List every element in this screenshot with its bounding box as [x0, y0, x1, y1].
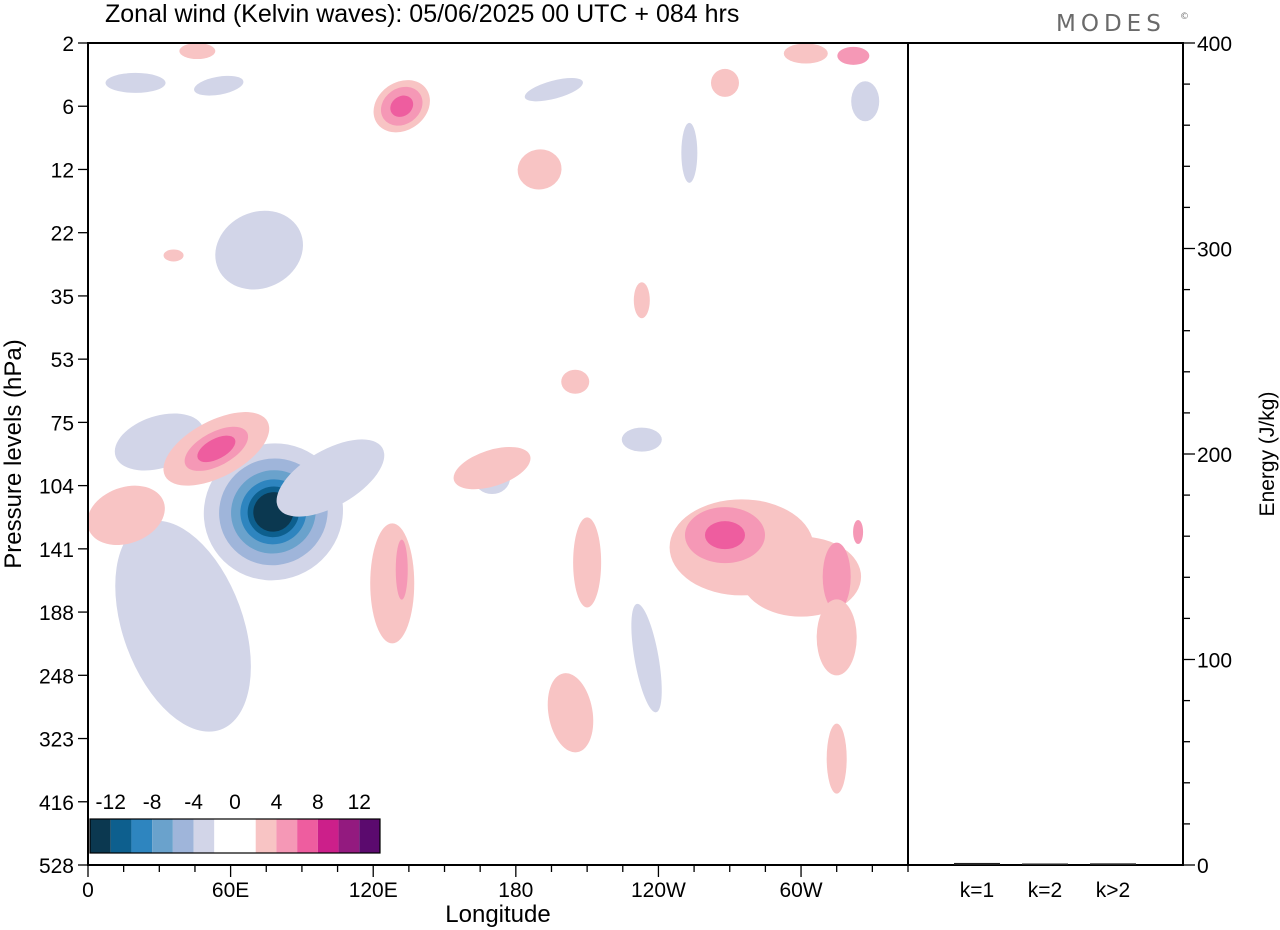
- brand-mark: ©: [1180, 12, 1189, 22]
- colorbar-swatch: [338, 819, 360, 853]
- wind-contour: [783, 43, 828, 64]
- colorbar-swatch: [110, 819, 132, 853]
- y-tick-label: 53: [51, 349, 74, 372]
- y-tick-label: 2: [62, 33, 74, 56]
- x-tick-label: 180: [498, 879, 533, 902]
- energy-category-label: k=2: [1028, 879, 1062, 902]
- colorbar-swatch: [172, 819, 194, 853]
- y-axis-label: Pressure levels (hPa): [0, 339, 27, 568]
- colorbar-swatch: [152, 819, 173, 853]
- energy-tick-label: 0: [1197, 855, 1209, 878]
- energy-axis-label: Energy (J/kg): [1256, 392, 1279, 517]
- colorbar-label: -4: [184, 791, 203, 814]
- colorbar-frame: [89, 818, 381, 854]
- colorbar-swatch: [359, 819, 380, 853]
- wind-contour: [197, 435, 236, 463]
- y-tick-label: 6: [62, 96, 74, 119]
- wind-contour: [115, 520, 251, 732]
- wind-contour: [453, 446, 531, 490]
- modes-logo: MODES ©: [1056, 11, 1189, 37]
- energy-bar: [1090, 863, 1136, 865]
- energy-bar: [954, 862, 1000, 865]
- colorbar-label: -8: [143, 791, 162, 814]
- wind-contour: [573, 517, 602, 608]
- wind-contour: [853, 519, 864, 544]
- x-tick-label: 60W: [779, 879, 822, 902]
- wind-contour: [395, 539, 408, 600]
- energy-bars: k=1 k=2 k>2: [954, 862, 1136, 902]
- wind-contour: [547, 673, 594, 753]
- colorbar-label: 12: [348, 791, 371, 814]
- y-tick-label: 35: [51, 286, 74, 309]
- y-tick-label: 323: [39, 729, 74, 752]
- y-tick-label: 22: [51, 223, 74, 246]
- y-axis-ticks: 2 6 12 22 35 53 75 104 141 188 248 323 416 528: [39, 33, 88, 878]
- wind-contour: [826, 723, 847, 794]
- wind-contour: [390, 95, 414, 117]
- colorbar-swatch: [317, 819, 339, 853]
- colorbar-label: 8: [312, 791, 324, 814]
- energy-category-label: k=1: [960, 879, 994, 902]
- colorbar-swatch: [297, 819, 318, 853]
- colorbar-swatch: [214, 819, 235, 853]
- x-tick-label: 120W: [631, 879, 686, 902]
- y-tick-label: 75: [51, 412, 74, 435]
- y-tick-label: 528: [39, 855, 74, 878]
- wind-contour: [621, 427, 662, 452]
- chart-title: Zonal wind (Kelvin waves): 05/06/2025 00…: [105, 0, 739, 28]
- wind-contour: [276, 439, 385, 517]
- wind-contour: [851, 81, 880, 122]
- wind-contour: [105, 72, 166, 93]
- y-tick-label: 188: [39, 602, 74, 625]
- wind-contour: [524, 78, 583, 102]
- wind-contour: [631, 603, 662, 713]
- wind-contour: [822, 542, 851, 611]
- colorbar-swatch: [131, 819, 153, 853]
- energy-tick-label: 300: [1197, 239, 1232, 262]
- colorbar-swatch: [276, 819, 298, 853]
- y-tick-label: 141: [39, 539, 74, 562]
- wind-contour: [816, 599, 857, 676]
- wind-contour: [179, 43, 216, 60]
- energy-tick-label: 200: [1197, 444, 1232, 467]
- wind-contour: [215, 210, 303, 290]
- wind-contour: [561, 369, 590, 394]
- colorbar-swatch: [90, 819, 111, 853]
- wind-contour: [633, 282, 650, 319]
- energy-tick-label: 400: [1197, 33, 1232, 56]
- brand-name: MODES: [1056, 11, 1166, 37]
- wind-contour: [517, 149, 562, 190]
- x-tick-label: 60E: [212, 879, 249, 902]
- colorbar-label: -12: [96, 791, 126, 814]
- colorbar-swatch: [235, 819, 256, 853]
- wind-contour: [194, 75, 244, 96]
- wind-contour: [681, 122, 698, 183]
- y-tick-label: 104: [39, 476, 74, 499]
- wind-contour: [163, 249, 184, 262]
- y-tick-label: 12: [51, 159, 74, 182]
- colorbar-swatch: [255, 819, 277, 853]
- colorbar-label: 4: [271, 791, 283, 814]
- x-axis-label: Longitude: [445, 901, 550, 928]
- energy-frame: [907, 42, 1184, 866]
- colorbar-legend: -12 -8 -4 0 4 8 12: [89, 791, 381, 854]
- energy-axis-ticks: 0 100 200 300 400: [1183, 33, 1232, 878]
- y-tick-label: 416: [39, 792, 74, 815]
- wind-contour: [710, 68, 739, 97]
- energy-bar: [1022, 863, 1068, 865]
- energy-tick-label: 100: [1197, 650, 1232, 673]
- x-tick-label: 0: [82, 879, 94, 902]
- wind-contour: [88, 485, 165, 546]
- wind-contour: [704, 521, 745, 550]
- y-tick-label: 248: [39, 665, 74, 688]
- colorbar-label: 0: [229, 791, 241, 814]
- x-axis-ticks: 0 60E 120E 180 120W 60W: [82, 865, 909, 902]
- x-tick-label: 120E: [349, 879, 398, 902]
- colorbar-swatch: [193, 819, 215, 853]
- wind-contour: [837, 46, 870, 65]
- wind-field: [88, 43, 880, 794]
- wind-contour: [370, 523, 415, 644]
- energy-category-label: k>2: [1096, 879, 1130, 902]
